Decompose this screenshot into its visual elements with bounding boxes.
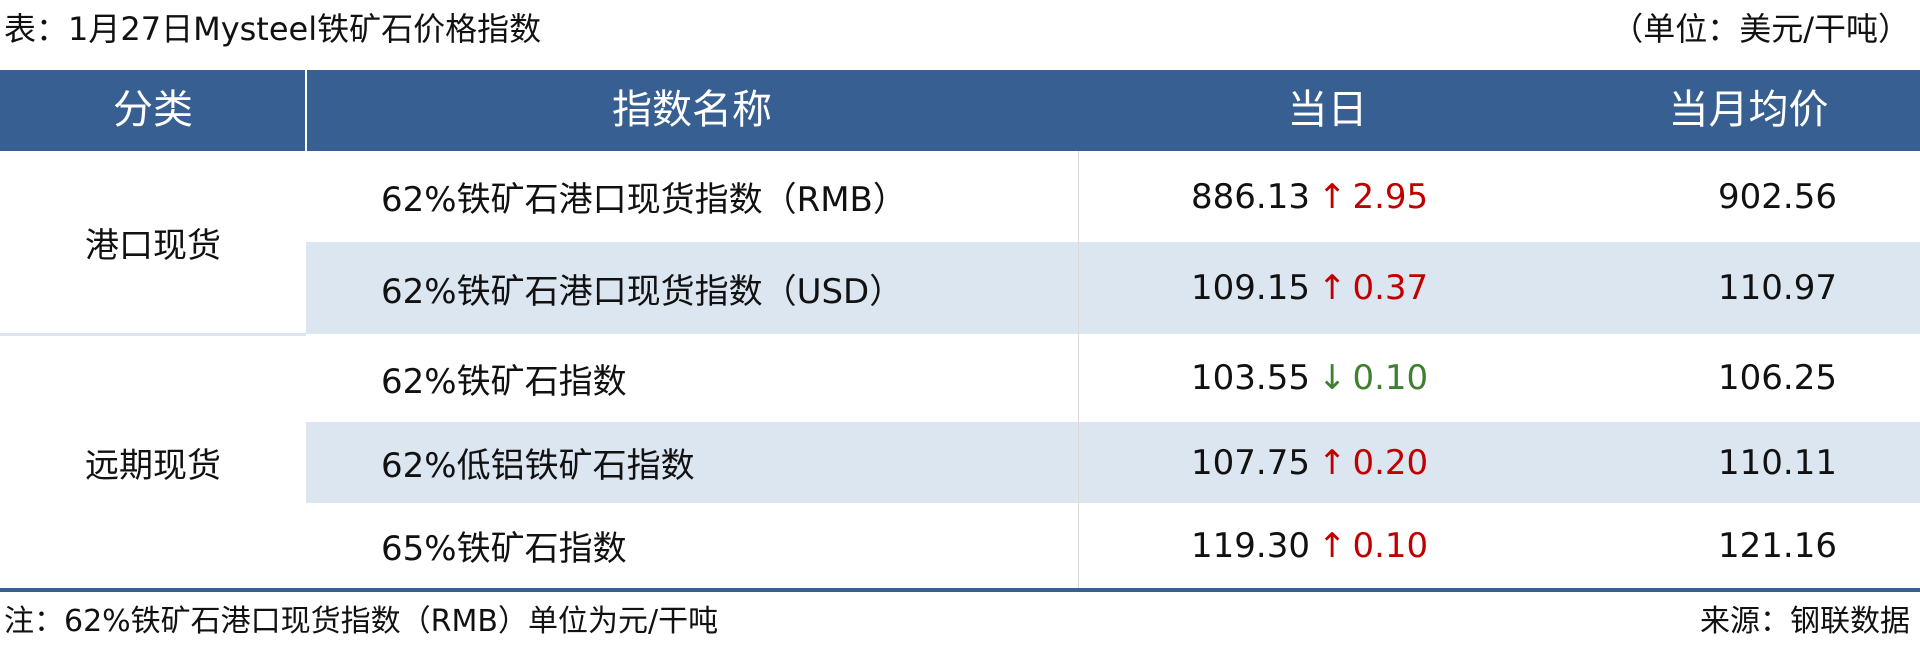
change-value: 0.10 bbox=[1352, 358, 1429, 398]
today-value: 107.75 bbox=[1191, 442, 1310, 483]
column-divider bbox=[1078, 151, 1079, 588]
today-value: 119.30 bbox=[1191, 525, 1310, 566]
today-cell: 886.13 ↑ 2.95 bbox=[1191, 151, 1428, 242]
change-value: 0.37 bbox=[1352, 268, 1429, 308]
arrow-up-icon: ↑ bbox=[1317, 268, 1347, 308]
table-row: 62%铁矿石港口现货指数（USD） 109.15 ↑ 0.37 110.97 bbox=[306, 242, 1920, 334]
today-cell: 119.30 ↑ 0.10 bbox=[1191, 503, 1428, 588]
change-value: 0.20 bbox=[1352, 442, 1429, 483]
arrow-up-icon: ↑ bbox=[1317, 176, 1347, 217]
footnote: 注：62%铁矿石港口现货指数（RMB）单位为元/干吨 bbox=[4, 604, 719, 639]
table-bottom-rule bbox=[0, 588, 1920, 592]
monthly-avg: 902.56 bbox=[1718, 176, 1837, 217]
table-row: 62%铁矿石指数 103.55 ↓ 0.10 106.25 bbox=[306, 334, 1920, 422]
change-value: 0.10 bbox=[1352, 525, 1429, 566]
arrow-up-icon: ↑ bbox=[1317, 525, 1347, 566]
table-row: 65%铁矿石指数 119.30 ↑ 0.10 121.16 bbox=[306, 503, 1920, 588]
header-category: 分类 bbox=[113, 87, 193, 133]
today-cell: 109.15 ↑ 0.37 bbox=[1191, 242, 1428, 334]
group-divider bbox=[0, 333, 306, 336]
header-monthly-avg: 当月均价 bbox=[1668, 87, 1829, 133]
index-name: 62%铁矿石港口现货指数（RMB） bbox=[381, 180, 907, 220]
change-value: 2.95 bbox=[1352, 176, 1429, 217]
monthly-avg: 110.11 bbox=[1718, 442, 1837, 483]
index-name: 65%铁矿石指数 bbox=[381, 529, 627, 569]
unit-label: （单位：美元/干吨） bbox=[1611, 10, 1910, 48]
index-name: 62%低铝铁矿石指数 bbox=[381, 446, 695, 486]
group-forward-spot: 远期现货 bbox=[85, 445, 221, 486]
today-value: 109.15 bbox=[1191, 268, 1310, 308]
today-value: 103.55 bbox=[1191, 358, 1310, 398]
today-value: 886.13 bbox=[1191, 176, 1310, 217]
index-name: 62%铁矿石港口现货指数（USD） bbox=[381, 271, 904, 312]
header-index-name: 指数名称 bbox=[612, 87, 772, 133]
table-row: 62%低铝铁矿石指数 107.75 ↑ 0.20 110.11 bbox=[306, 422, 1920, 503]
index-name: 62%铁矿石指数 bbox=[381, 361, 627, 402]
arrow-down-icon: ↓ bbox=[1317, 358, 1347, 398]
table-title: 表：1月27日Mysteel铁矿石价格指数 bbox=[4, 10, 542, 48]
header-today: 当日 bbox=[1287, 87, 1368, 133]
arrow-up-icon: ↑ bbox=[1317, 442, 1347, 483]
monthly-avg: 106.25 bbox=[1718, 358, 1837, 398]
today-cell: 103.55 ↓ 0.10 bbox=[1191, 334, 1428, 422]
source: 来源：钢联数据 bbox=[1700, 604, 1910, 639]
group-port-spot: 港口现货 bbox=[85, 226, 221, 266]
header-divider bbox=[305, 70, 307, 151]
table-row: 62%铁矿石港口现货指数（RMB） 886.13 ↑ 2.95 902.56 bbox=[306, 151, 1920, 242]
today-cell: 107.75 ↑ 0.20 bbox=[1191, 422, 1428, 503]
table-header: 分类 指数名称 当日 当月均价 bbox=[0, 70, 1920, 151]
monthly-avg: 110.97 bbox=[1718, 268, 1837, 308]
monthly-avg: 121.16 bbox=[1718, 525, 1837, 566]
